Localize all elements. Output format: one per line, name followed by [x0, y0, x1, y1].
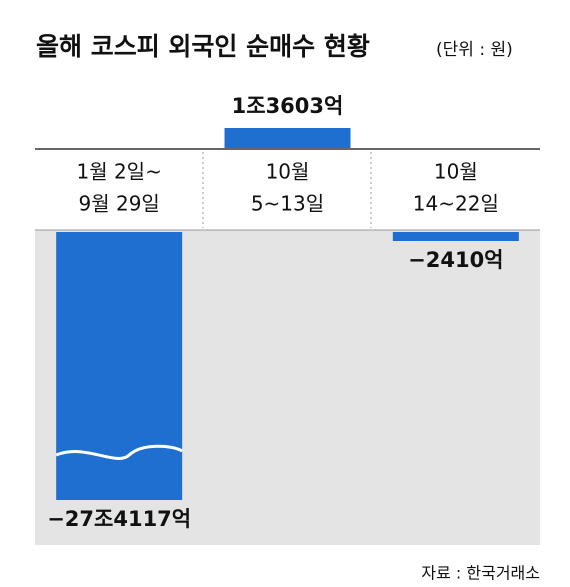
chart-title: 올해 코스피 외국인 순매수 현황	[36, 32, 370, 61]
unit-label: (단위 : 원)	[436, 40, 513, 60]
value-label: 1조3603억	[232, 94, 344, 118]
source-note: 자료 : 한국거래소	[421, 564, 540, 583]
axis-break	[55, 444, 183, 460]
category-label: 1월 2일~	[76, 160, 161, 184]
category-label: 10월	[434, 160, 478, 184]
bar	[392, 232, 519, 241]
bar	[56, 232, 183, 500]
value-label: −27조4117억	[47, 507, 191, 531]
category-label: 5~13일	[251, 192, 324, 216]
category-label: 9월 29일	[78, 192, 159, 216]
bar	[224, 128, 351, 148]
value-label: −2410억	[408, 248, 503, 272]
category-label: 14~22일	[413, 192, 499, 216]
category-label: 10월	[266, 160, 310, 184]
